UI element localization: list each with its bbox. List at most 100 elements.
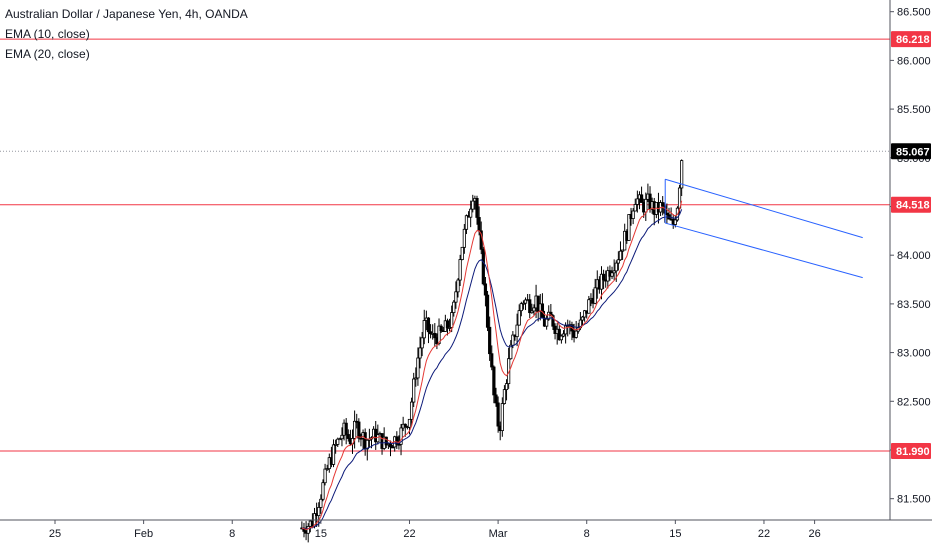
level-price-tag-bg — [891, 31, 931, 48]
candle-body — [357, 421, 361, 439]
candle-body — [477, 217, 481, 232]
candle-body — [509, 344, 513, 360]
price-tick-label[interactable]: 83.500 — [897, 299, 931, 311]
level-price-tag: 86.218 — [896, 34, 930, 46]
ema10-label[interactable]: EMA (10, close) — [5, 27, 90, 41]
time-tick-label[interactable]: 8 — [584, 528, 590, 540]
time-tick-label[interactable]: 8 — [229, 528, 235, 540]
price-tick-label[interactable]: 86.000 — [897, 55, 931, 67]
candle-body — [583, 310, 587, 318]
candle-body — [428, 331, 433, 335]
candle-body — [627, 214, 631, 241]
candle-body — [388, 443, 393, 448]
candle-body — [521, 302, 526, 305]
candle-body — [593, 287, 597, 304]
candle-body — [661, 202, 665, 207]
candle-body — [602, 273, 606, 281]
candle-body — [412, 378, 416, 403]
candle-body — [490, 353, 494, 368]
candle-body — [433, 332, 437, 339]
candle-body — [599, 273, 604, 290]
candle-body — [321, 482, 325, 500]
level-price-tag-bg — [891, 442, 931, 459]
candle-body — [458, 259, 462, 281]
candle-body — [635, 198, 639, 205]
candle-body — [528, 299, 532, 314]
candle-body — [618, 250, 623, 261]
candle-body — [485, 294, 490, 328]
price-tick-label[interactable]: 85.500 — [897, 104, 931, 116]
candle-body — [644, 198, 648, 213]
price-tick-label[interactable]: 83.000 — [897, 348, 931, 360]
candle-body — [680, 160, 684, 189]
trend-channel[interactable] — [664, 178, 863, 279]
candle-body — [439, 325, 443, 332]
candle-body — [437, 325, 441, 345]
time-tick-label[interactable]: 15 — [315, 528, 327, 540]
candle-body — [564, 325, 568, 335]
candle-body — [395, 436, 399, 445]
price-tick-label[interactable]: 84.000 — [897, 250, 931, 262]
candle-body — [507, 358, 511, 385]
candle-body — [475, 197, 479, 218]
time-tick-label[interactable]: Mar — [489, 528, 508, 540]
price-tick-label[interactable]: 86.500 — [897, 7, 931, 19]
candle-body — [325, 468, 329, 471]
candle-body — [338, 438, 342, 441]
candle-body — [390, 446, 395, 449]
candle-body — [416, 357, 420, 379]
candle-body — [353, 420, 357, 439]
horizontal-levels[interactable] — [0, 38, 890, 452]
time-tick-label[interactable]: 25 — [49, 528, 61, 540]
candle-body — [384, 436, 388, 446]
candle-body — [500, 403, 504, 432]
candle-body — [462, 228, 466, 248]
time-tick-label[interactable]: Feb — [134, 528, 153, 540]
price-tick-label[interactable]: 82.500 — [897, 396, 931, 408]
candle-body — [610, 272, 614, 277]
price-tick-label[interactable]: 81.500 — [897, 494, 931, 506]
candle-body — [399, 427, 403, 445]
time-tick-label[interactable]: 15 — [669, 528, 681, 540]
time-tick-label[interactable]: 22 — [758, 528, 770, 540]
candle-body — [587, 299, 591, 314]
candle-body — [566, 325, 570, 328]
candle-body — [639, 194, 644, 203]
candle-body — [306, 526, 310, 534]
candle-body — [504, 383, 509, 391]
candle-body — [336, 438, 340, 445]
candle-body — [450, 312, 454, 328]
candle-body — [633, 204, 637, 212]
channel-upper-line[interactable] — [665, 178, 863, 239]
candle-body — [494, 394, 498, 404]
candle-body — [454, 291, 458, 303]
ema20-label[interactable]: EMA (20, close) — [5, 47, 90, 61]
time-tick-label[interactable]: 22 — [403, 528, 415, 540]
symbol-title[interactable]: Australian Dollar / Japanese Yen, 4h, OA… — [5, 7, 248, 21]
candle-body — [530, 310, 534, 314]
level-price-tag: 84.518 — [896, 200, 930, 212]
ema20-line — [301, 209, 683, 530]
candle-body — [620, 249, 625, 252]
candle-body — [409, 401, 414, 420]
candle-body — [346, 434, 350, 439]
candle-body — [365, 439, 369, 450]
candle-body — [414, 377, 418, 380]
candle-body — [559, 335, 564, 341]
ema-lines — [301, 200, 683, 531]
level-price-tag-bg — [891, 196, 931, 213]
candle-body — [319, 498, 323, 508]
candle-body — [673, 219, 677, 225]
candle-body — [614, 262, 618, 272]
candle-body — [612, 270, 616, 274]
candle-body — [551, 315, 555, 327]
channel-lower-line[interactable] — [665, 222, 863, 279]
candle-body — [631, 210, 635, 219]
candle-body — [456, 279, 460, 293]
candle-body — [464, 215, 469, 230]
time-tick-label[interactable]: 26 — [808, 528, 820, 540]
candle-body — [580, 316, 585, 321]
candle-body — [426, 317, 431, 333]
candlesticks — [300, 159, 684, 543]
